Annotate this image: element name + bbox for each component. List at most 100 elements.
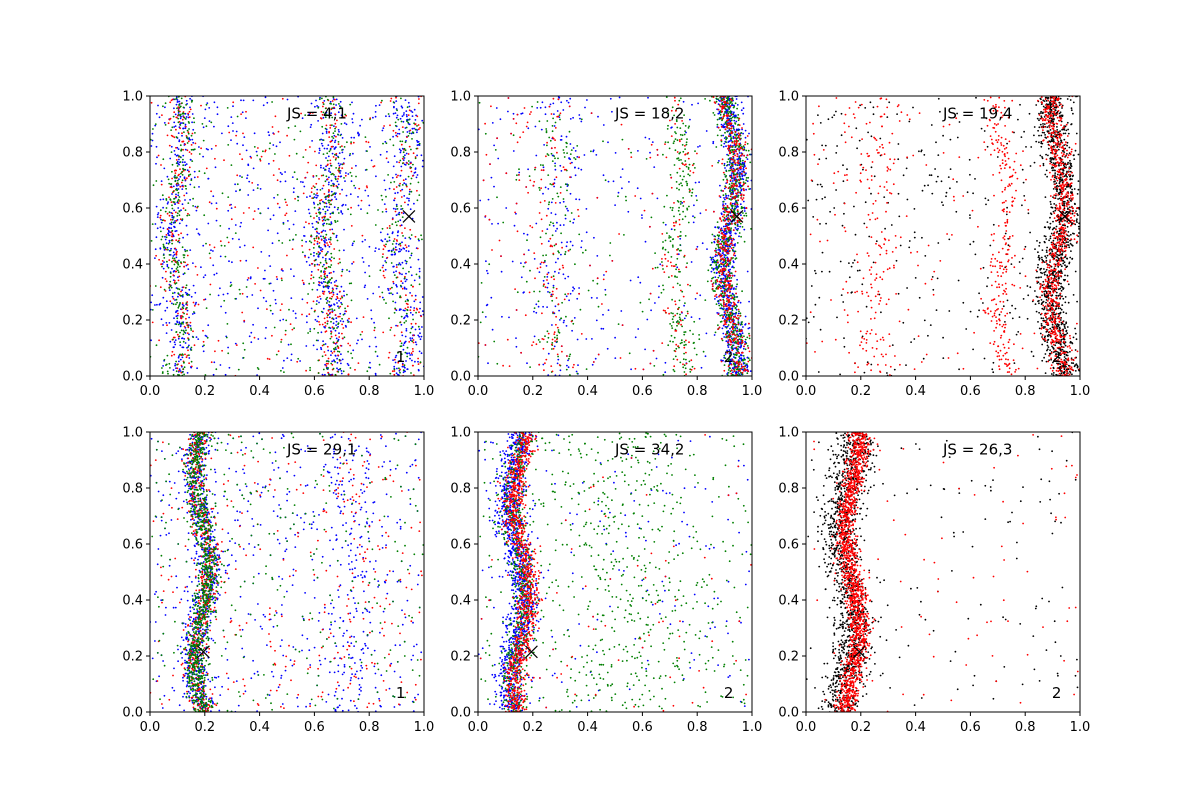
- data-point: [348, 270, 351, 273]
- data-point: [395, 100, 398, 102]
- data-point: [276, 202, 279, 205]
- data-point: [183, 366, 186, 369]
- data-point: [336, 119, 338, 122]
- data-point: [592, 149, 595, 152]
- data-point: [683, 333, 686, 336]
- data-point: [657, 296, 660, 299]
- data-point: [721, 252, 724, 255]
- data-point: [390, 181, 392, 184]
- data-point: [725, 122, 727, 125]
- data-point: [645, 158, 648, 160]
- data-point: [328, 304, 330, 306]
- data-point: [160, 263, 163, 266]
- data-point: [176, 333, 179, 336]
- data-point: [398, 161, 401, 164]
- data-point: [620, 310, 623, 312]
- data-point: [335, 185, 338, 187]
- data-point: [224, 311, 227, 314]
- data-point: [687, 173, 690, 176]
- data-point: [328, 189, 330, 191]
- data-point: [227, 125, 230, 128]
- data-point: [330, 243, 332, 246]
- data-point: [366, 298, 369, 300]
- data-point: [370, 309, 373, 312]
- data-point: [183, 272, 186, 275]
- data-point: [162, 245, 165, 248]
- data-point: [575, 370, 578, 373]
- data-point: [414, 294, 417, 297]
- data-point: [706, 248, 708, 251]
- data-point: [406, 352, 409, 355]
- data-point: [315, 175, 318, 177]
- data-point: [162, 158, 165, 161]
- data-point: [698, 334, 700, 336]
- data-point: [505, 207, 508, 209]
- data-point: [320, 310, 323, 313]
- data-point: [151, 223, 154, 226]
- data-point: [171, 350, 174, 353]
- data-point: [294, 312, 297, 315]
- data-point: [725, 316, 727, 319]
- data-point: [340, 116, 343, 119]
- data-point: [400, 315, 403, 318]
- data-point: [554, 230, 557, 232]
- data-point: [251, 182, 254, 184]
- data-point: [195, 228, 198, 231]
- data-point: [166, 202, 169, 205]
- data-point: [208, 252, 211, 255]
- data-point: [326, 320, 329, 322]
- data-point: [404, 370, 406, 373]
- data-point: [256, 187, 259, 190]
- data-point: [327, 284, 329, 287]
- data-point: [290, 297, 293, 299]
- data-point: [155, 205, 158, 208]
- data-point: [405, 320, 407, 322]
- data-point: [551, 198, 554, 200]
- data-point: [320, 331, 323, 334]
- data-point: [331, 326, 334, 328]
- data-point: [535, 222, 538, 225]
- data-point: [739, 184, 742, 187]
- data-point: [410, 234, 413, 236]
- data-point: [187, 132, 190, 135]
- data-point: [385, 243, 387, 246]
- data-point: [339, 320, 342, 322]
- data-point: [728, 303, 730, 306]
- data-point: [309, 328, 312, 330]
- data-point: [319, 207, 321, 210]
- data-point: [373, 326, 376, 329]
- data-point: [573, 287, 576, 290]
- data-point: [312, 247, 315, 249]
- data-point: [653, 365, 656, 367]
- data-point: [321, 290, 324, 293]
- data-point: [318, 253, 321, 256]
- data-point: [487, 198, 490, 201]
- data-point: [402, 267, 404, 270]
- data-point: [393, 105, 395, 108]
- data-point: [311, 112, 314, 114]
- data-point: [341, 151, 344, 154]
- data-point: [367, 195, 370, 197]
- data-point: [253, 210, 256, 213]
- data-point: [396, 208, 399, 210]
- data-point: [394, 301, 397, 304]
- data-point: [234, 297, 237, 300]
- data-point: [181, 321, 184, 324]
- data-point: [352, 152, 354, 155]
- data-point: [323, 147, 326, 150]
- data-point: [408, 341, 411, 343]
- data-point: [569, 248, 572, 251]
- data-point: [169, 300, 172, 303]
- data-point: [323, 343, 325, 346]
- data-point: [169, 275, 172, 278]
- data-point: [720, 212, 723, 215]
- data-point: [403, 247, 406, 250]
- data-point: [252, 218, 255, 221]
- data-point: [318, 147, 321, 150]
- data-point: [419, 361, 422, 364]
- data-point: [213, 125, 215, 128]
- data-point: [180, 97, 183, 100]
- data-point: [330, 291, 333, 294]
- data-point: [177, 269, 179, 272]
- data-point: [404, 351, 407, 354]
